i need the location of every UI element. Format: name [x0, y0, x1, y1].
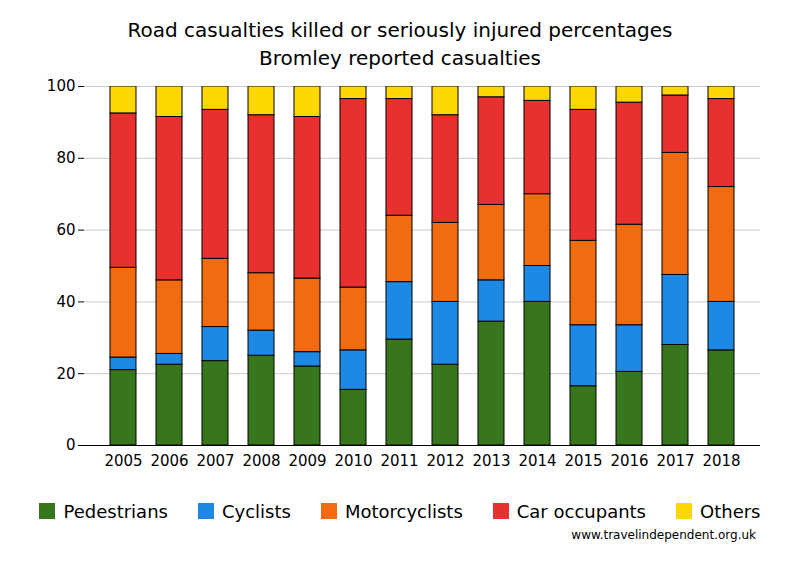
svg-text:60: 60: [56, 221, 75, 239]
html-text:Bromley reported casualties: Bromley reported casualties: [259, 46, 541, 70]
svg-text:100: 100: [47, 77, 76, 95]
svg-text:80: 80: [56, 149, 75, 167]
svg-text:2010: 2010: [334, 452, 372, 470]
html-text:www.travelindependent.org.uk: www.travelindependent.org.uk: [571, 528, 756, 542]
svg-text:2006: 2006: [150, 452, 188, 470]
html-text:Motorcyclists: Motorcyclists: [344, 500, 463, 522]
svg-text:40: 40: [56, 293, 75, 311]
svg-text:2008: 2008: [242, 452, 280, 470]
svg-text:2007: 2007: [196, 452, 234, 470]
svg-text:2012: 2012: [426, 452, 464, 470]
svg-text:2011: 2011: [380, 452, 418, 470]
html-text:Cyclists: Cyclists: [221, 500, 291, 522]
svg-text:2015: 2015: [564, 452, 602, 470]
html-text:Pedestrians: Pedestrians: [63, 500, 168, 522]
svg-text:2009: 2009: [288, 452, 326, 470]
svg-text:2013: 2013: [472, 452, 510, 470]
svg-text:0: 0: [66, 436, 76, 454]
html-text:Car occupants: Car occupants: [516, 500, 646, 522]
svg-text:2018: 2018: [702, 452, 740, 470]
svg-text:2016: 2016: [610, 452, 648, 470]
svg-text:2014: 2014: [518, 452, 556, 470]
svg-text:2005: 2005: [104, 452, 142, 470]
html-text:Others: Others: [700, 500, 761, 522]
svg-text:2017: 2017: [656, 452, 694, 470]
html-text:Road casualties killed or seri: Road casualties killed or seriously inju…: [127, 18, 673, 42]
svg-text:20: 20: [56, 365, 75, 383]
